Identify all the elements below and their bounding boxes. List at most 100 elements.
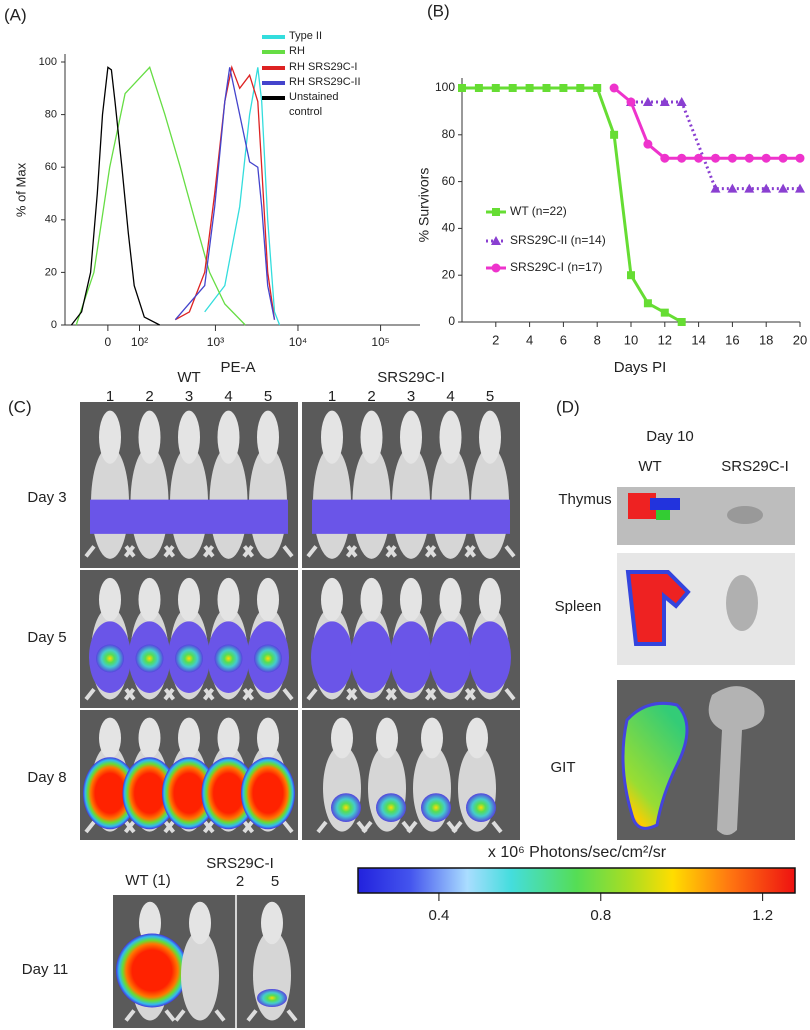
signal (430, 499, 471, 534)
mouse-head (257, 577, 279, 622)
colorbar-tick-label: 1.2 (752, 907, 773, 924)
x-tick-label: 20 (793, 332, 807, 347)
histogram-curve (174, 67, 276, 321)
legend-marker (491, 236, 501, 245)
data-point (761, 183, 772, 193)
mouse (83, 717, 137, 834)
data-point (559, 84, 568, 92)
mouse-number: 5 (264, 388, 272, 405)
signal (83, 757, 137, 830)
mouse-head (479, 577, 501, 622)
signal (129, 499, 170, 534)
data-point (643, 299, 652, 308)
data-point (659, 97, 670, 107)
mouse-number: 3 (185, 388, 193, 405)
data-point (626, 97, 636, 107)
data-point (744, 183, 755, 193)
mouse-head (217, 577, 240, 622)
mouse-head (138, 577, 161, 622)
signal (169, 499, 209, 534)
mouse-head (321, 410, 343, 464)
y-tick-label: 100 (39, 56, 57, 68)
x-tick-label: 10⁴ (289, 335, 308, 349)
panel-label: (A) (4, 5, 27, 24)
x-tick-label: 12 (658, 332, 672, 347)
mouse-number: 4 (446, 388, 454, 405)
data-point (778, 153, 788, 163)
mouse (84, 410, 136, 559)
mouse (406, 717, 458, 834)
legend-label: Unstained control (289, 91, 339, 118)
signal (429, 621, 472, 694)
mouse (116, 901, 188, 1022)
legend-entry: Type II (289, 30, 322, 42)
day-label: Day 8 (27, 769, 66, 786)
signal (650, 498, 680, 510)
mouse (345, 410, 398, 559)
legend-label: RH SRS29C-I (289, 61, 358, 73)
mouse (201, 717, 256, 834)
group-label: SRS29C-I (206, 855, 274, 872)
survival-line (631, 100, 800, 191)
histogram-curve (70, 66, 160, 326)
colorbar-tick-label: 0.4 (428, 907, 449, 924)
y-tick-label: 20 (45, 266, 57, 278)
signal (390, 621, 432, 694)
data-point (795, 153, 805, 163)
data-point (458, 84, 466, 92)
mouse-head (178, 577, 200, 622)
data-point (491, 84, 500, 92)
mouse-head (139, 901, 161, 945)
mouse (246, 901, 298, 1022)
mouse-head (360, 577, 383, 622)
legend-label: RH SRS29C-II (289, 76, 361, 88)
signal (312, 499, 352, 534)
mouse (464, 577, 516, 701)
signal (254, 644, 282, 673)
mouse-head (138, 717, 161, 759)
y-tick-label: 0 (448, 314, 455, 328)
mouse (242, 410, 294, 559)
day-label: Day 3 (27, 489, 66, 506)
signal (350, 621, 393, 694)
x-tick-label: 10 (624, 332, 638, 347)
data-point (660, 308, 669, 317)
day-label: Day 5 (27, 629, 66, 646)
panel-label: (C) (8, 397, 32, 416)
group-label: SRS29C-I (377, 369, 445, 386)
data-point (761, 153, 771, 163)
x-tick-label: 16 (725, 332, 739, 347)
group-label: WT (177, 369, 200, 386)
data-point (727, 153, 737, 163)
mouse-head (99, 577, 121, 622)
x-tick-label: 10⁵ (371, 335, 389, 349)
colorbar-tick-label: 0.8 (590, 907, 611, 924)
mouse (174, 901, 226, 1022)
legend-label: SRS29C-II (n=14) (510, 233, 606, 247)
data-point (795, 183, 805, 193)
mouse-leg (242, 687, 294, 701)
mouse (202, 577, 255, 701)
signal (656, 510, 670, 520)
mouse-head (439, 577, 462, 622)
survival-line (462, 86, 683, 324)
y-axis-label: % of Max (13, 162, 28, 217)
group-label: WT (1) (125, 872, 171, 889)
signal (208, 499, 249, 534)
y-tick-label: 40 (45, 214, 57, 226)
mouse-number: 2 (367, 388, 375, 405)
x-tick-label: 6 (560, 332, 567, 347)
y-tick-label: 60 (45, 161, 57, 173)
colorbar (357, 867, 796, 894)
legend-label: WT (n=22) (510, 204, 567, 218)
data-point (677, 153, 687, 163)
signal (135, 644, 164, 673)
mouse-head (400, 577, 422, 622)
data-point (576, 84, 585, 92)
mouse-leg (242, 545, 294, 558)
mouse-head (479, 410, 501, 464)
data-point (778, 183, 789, 193)
signal (421, 793, 451, 822)
panel-title: Day 10 (646, 428, 694, 445)
mouse (162, 717, 216, 834)
